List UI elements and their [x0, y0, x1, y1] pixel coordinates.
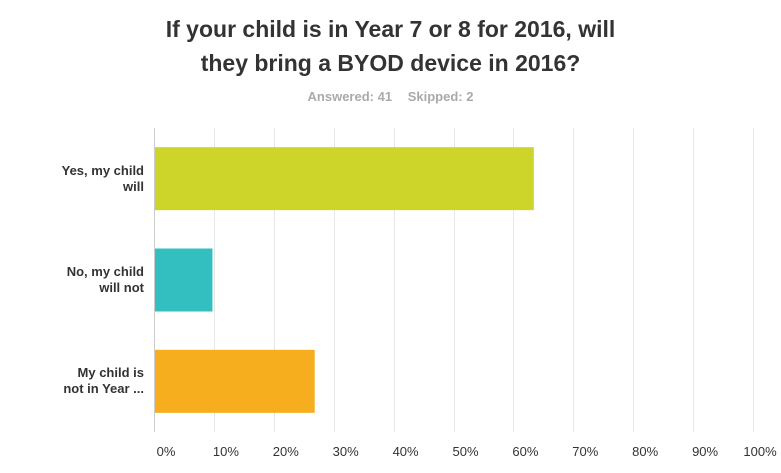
x-tick-label: 90%	[692, 444, 719, 459]
chart-title: If your child is in Year 7 or 8 for 2016…	[0, 12, 781, 80]
bar[interactable]	[155, 248, 213, 312]
x-tick-label: 70%	[572, 444, 599, 459]
response-stats: Answered: 41 Skipped: 2	[0, 89, 781, 104]
x-tick-label: 60%	[512, 444, 539, 459]
x-tick-label: 50%	[452, 444, 479, 459]
bar[interactable]	[155, 147, 534, 211]
category-label: My child is not in Year ...	[10, 365, 144, 397]
category-label-line: Yes, my child	[61, 162, 144, 178]
skipped-count: Skipped: 2	[407, 89, 474, 104]
bar[interactable]	[155, 349, 315, 413]
x-tick-label: 40%	[392, 444, 419, 459]
x-tick-label: 0%	[156, 444, 176, 459]
category-label-line: not in Year ...	[63, 381, 144, 397]
chart-title-line-1: If your child is in Year 7 or 8 for 2016…	[165, 16, 616, 42]
category-label: No, my child will not	[10, 264, 144, 296]
category-label-line: My child is	[77, 365, 144, 381]
category-label: Yes, my child will	[10, 163, 144, 195]
x-tick-label: 10%	[212, 444, 239, 459]
x-tick-label: 80%	[632, 444, 659, 459]
category-label-line: will not	[99, 280, 144, 295]
x-tick-label: 20%	[272, 444, 299, 459]
x-tick-label: 30%	[332, 444, 359, 459]
category-label-line: No, my child	[66, 264, 144, 279]
chart-title-line-2: they bring a BYOD device in 2016?	[200, 50, 581, 76]
x-tick-label: 100%	[743, 444, 777, 459]
category-label-line: will	[123, 178, 144, 194]
answered-count: Answered: 41	[307, 89, 393, 104]
